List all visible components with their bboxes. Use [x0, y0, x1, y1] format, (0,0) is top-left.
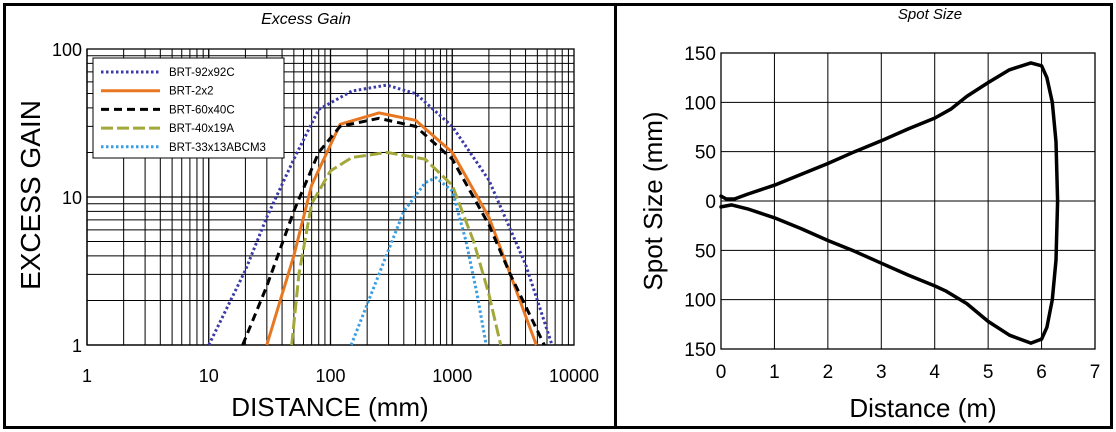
spot-size-curve [719, 61, 1060, 345]
y-tick-label: 100 [684, 291, 716, 312]
y-tick-label: 1 [72, 336, 82, 356]
excess-gain-ylabel: EXCESS GAIN [15, 100, 46, 290]
x-tick-label: 7 [1090, 362, 1101, 383]
legend-label: BRT-2x2 [169, 86, 214, 98]
x-tick-label: 10 [199, 366, 219, 386]
series-line-brt-40x19a [290, 150, 503, 346]
y-tick-label: 50 [695, 143, 716, 164]
legend-box [92, 57, 285, 159]
y-tick-label: 150 [684, 44, 716, 65]
x-tick-label: 0 [716, 362, 727, 383]
legend-label: BRT-60x40C [169, 104, 235, 116]
plot-frame [720, 52, 1096, 350]
x-tick-label: 10000 [549, 366, 599, 386]
spot-size-title: Spot Size [898, 6, 962, 23]
x-tick-label: 4 [929, 362, 940, 383]
x-tick-label: 5 [983, 362, 994, 383]
excess-gain-title: Excess Gain [261, 11, 351, 28]
x-tick-label: 1000 [432, 366, 472, 386]
spot-size-ylabel: Spot Size (mm) [638, 111, 668, 290]
x-tick-label: 3 [876, 362, 887, 383]
x-tick-label: 1 [82, 366, 92, 386]
excess-gain-xlabel: DISTANCE (mm) [231, 392, 428, 422]
series-line-brt-2x2 [265, 111, 538, 346]
spot-size-xlabel: Distance (m) [849, 393, 996, 423]
x-tick-label: 1 [769, 362, 780, 383]
legend: BRT-92x92C BRT-2x2 BRT-60x40C BRT-40x19A BRT… [92, 57, 285, 159]
y-tick-label: 100 [684, 93, 716, 114]
y-tick-label: 10 [62, 188, 82, 208]
plot-frame [86, 48, 575, 346]
y-tick-label: 150 [684, 340, 716, 361]
x-tick-label: 2 [823, 362, 834, 383]
x-tick-label: 100 [315, 366, 345, 386]
y-tick-label: 50 [695, 241, 716, 262]
legend-label: BRT-40x19A [169, 123, 234, 135]
series-line-brt-92x92c [207, 83, 554, 346]
spot-size-panel [614, 3, 1113, 429]
y-tick-label: 0 [705, 192, 716, 213]
series-line-brt-33x13abcm3 [349, 176, 488, 346]
legend-label: BRT-92x92C [169, 67, 235, 79]
x-tick-label: 6 [1036, 362, 1047, 383]
y-tick-label: 100 [52, 40, 82, 60]
legend-label: BRT-33x13ABCM3 [169, 142, 266, 154]
series-line-brt-60x40c [241, 116, 546, 346]
